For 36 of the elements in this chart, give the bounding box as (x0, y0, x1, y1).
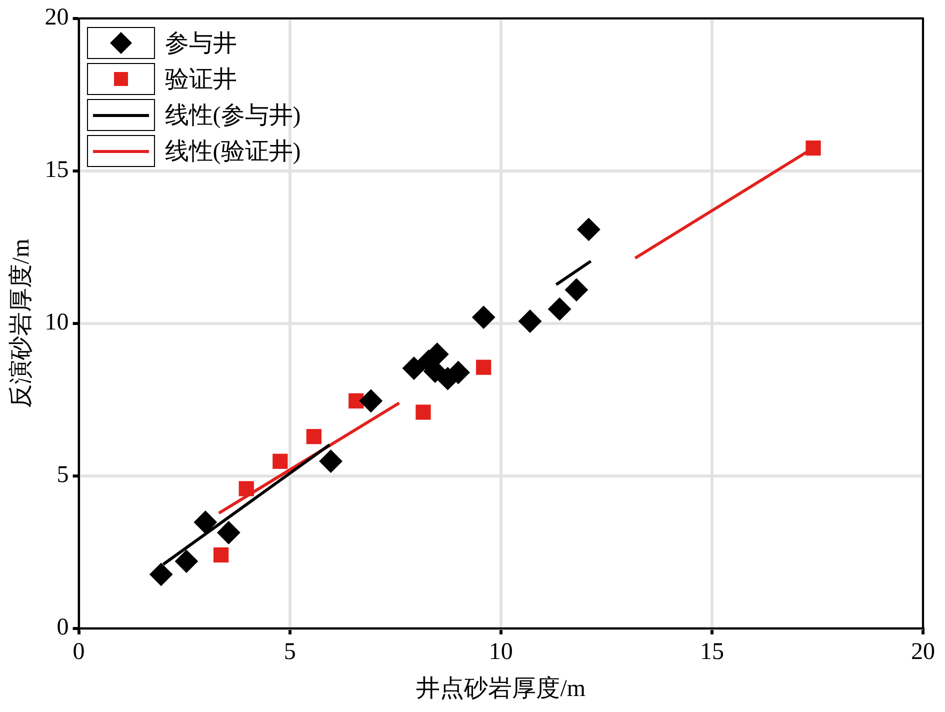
y-tick-label: 20 (44, 4, 69, 31)
x-axis-title: 井点砂岩厚度/m (416, 674, 586, 702)
point (476, 360, 492, 375)
legend-label: 线性(参与井) (164, 102, 301, 132)
x-tick-label: 20 (911, 639, 935, 666)
y-axis-title: 反演砂岩厚度/m (8, 238, 35, 408)
x-tick-label: 15 (700, 639, 724, 666)
y-tick-label: 0 (56, 614, 69, 641)
point (359, 389, 382, 412)
point (348, 393, 364, 408)
y-tick-label: 5 (56, 462, 69, 488)
point (518, 310, 542, 333)
point (238, 481, 254, 496)
point (548, 298, 572, 321)
point (174, 550, 198, 573)
legend-label: 验证井 (164, 66, 237, 96)
point (416, 404, 431, 420)
y-tick-label: 15 (44, 157, 69, 184)
x-tick-label: 5 (284, 639, 296, 666)
point (150, 562, 173, 586)
legend-label: 参与井 (164, 30, 237, 60)
x-tick-label: 0 (72, 639, 85, 666)
point (402, 356, 426, 380)
point (472, 306, 496, 329)
point (577, 218, 600, 241)
point (194, 510, 217, 534)
point (564, 278, 588, 302)
x-tick-label: 10 (488, 639, 513, 666)
point (306, 428, 322, 444)
point (217, 521, 240, 544)
point (213, 547, 229, 562)
point (272, 454, 288, 469)
point (806, 140, 821, 156)
y-tick-label: 10 (44, 310, 69, 336)
point (319, 450, 342, 473)
legend-label: 线性(验证井) (164, 138, 301, 168)
